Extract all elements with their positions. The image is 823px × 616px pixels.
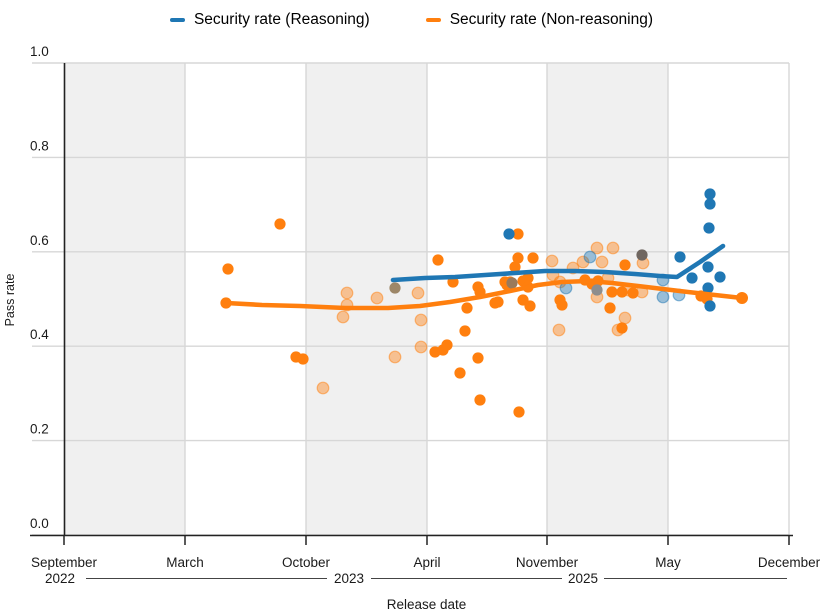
data-point-non-reasoning: [472, 352, 484, 364]
data-point-non-reasoning-muted: [576, 255, 590, 269]
legend-label-reasoning: Security rate (Reasoning): [193, 11, 370, 28]
data-point-non-reasoning-muted: [370, 291, 384, 305]
data-point-non-reasoning-muted: [552, 323, 566, 337]
plot-band: [306, 63, 427, 535]
data-point-non-reasoning: [454, 367, 466, 379]
legend-dash-reasoning-icon: [169, 18, 185, 22]
data-point-reasoning: [714, 271, 726, 283]
data-point-non-reasoning-muted: [606, 241, 620, 255]
data-point-non-reasoning-muted: [411, 286, 425, 300]
data-point-non-reasoning: [512, 228, 524, 240]
data-point-reasoning-muted: [656, 290, 670, 304]
data-point-overlap: [389, 282, 401, 294]
data-point-non-reasoning: [604, 302, 616, 314]
data-point-non-reasoning-muted: [595, 255, 609, 269]
data-point-non-reasoning: [556, 299, 568, 311]
x-tick-label: March: [166, 555, 204, 570]
x-tick-label: October: [282, 555, 331, 570]
legend: Security rate (Reasoning) Security rate …: [0, 11, 823, 29]
y-tick-label: 0.8: [30, 138, 49, 153]
y-tick-label: 0.2: [30, 422, 49, 437]
x-year-label: 2023: [334, 571, 364, 586]
data-point-non-reasoning: [461, 302, 473, 314]
legend-item-reasoning: Security rate (Reasoning): [169, 11, 370, 29]
data-point-non-reasoning: [492, 296, 504, 308]
y-tick-label: 0.6: [30, 233, 49, 248]
data-point-reasoning: [704, 198, 716, 210]
x-year-label: 2025: [568, 571, 598, 586]
data-point-non-reasoning-muted: [414, 340, 428, 354]
data-point-non-reasoning: [606, 286, 618, 298]
data-point-reasoning: [674, 251, 686, 263]
data-point-non-reasoning: [616, 322, 628, 334]
data-point-non-reasoning: [441, 339, 453, 351]
legend-item-non-reasoning: Security rate (Non-reasoning): [425, 11, 654, 29]
x-year-label: 2022: [45, 571, 75, 586]
data-point-non-reasoning: [524, 300, 536, 312]
data-point-non-reasoning: [616, 286, 628, 298]
data-point-reasoning: [704, 300, 716, 312]
trend-line-non-reasoning-end-dot: [736, 292, 748, 304]
data-point-non-reasoning: [432, 254, 444, 266]
data-point-non-reasoning-muted: [414, 313, 428, 327]
data-point-non-reasoning-muted: [545, 254, 559, 268]
data-point-non-reasoning-muted: [618, 311, 632, 325]
x-tick-label: November: [516, 555, 579, 570]
data-point-non-reasoning: [522, 272, 534, 284]
data-point-overlap: [591, 284, 603, 296]
legend-dash-non-reasoning-icon: [425, 18, 441, 22]
plot-band: [64, 63, 185, 535]
data-point-overlap: [636, 249, 648, 261]
x-tick-label: May: [655, 555, 681, 570]
trend-line-non-reasoning: [223, 278, 745, 311]
data-point-non-reasoning-muted: [336, 310, 350, 324]
data-point-non-reasoning: [459, 325, 471, 337]
data-point-non-reasoning: [513, 406, 525, 418]
x-tick-label: April: [413, 555, 440, 570]
y-tick-label: 0.4: [30, 327, 49, 342]
y-tick-label: 0.0: [30, 516, 49, 531]
data-point-non-reasoning-muted: [388, 350, 402, 364]
data-point-reasoning: [686, 272, 698, 284]
x-tick-label: December: [758, 555, 821, 570]
data-point-non-reasoning: [527, 252, 539, 264]
data-point-non-reasoning: [274, 218, 286, 230]
data-point-non-reasoning: [619, 259, 631, 271]
y-axis-title: Pass rate: [3, 273, 17, 327]
plot-band: [547, 63, 668, 535]
data-point-reasoning-muted: [583, 250, 597, 264]
data-point-non-reasoning: [297, 353, 309, 365]
data-point-reasoning: [704, 188, 716, 200]
data-point-non-reasoning-muted: [340, 286, 354, 300]
data-point-reasoning: [503, 228, 515, 240]
data-point-non-reasoning: [474, 394, 486, 406]
data-point-reasoning: [702, 282, 714, 294]
y-tick-label: 1.0: [30, 44, 49, 59]
data-point-non-reasoning-muted: [316, 381, 330, 395]
data-point-non-reasoning: [627, 287, 639, 299]
data-point-non-reasoning: [509, 261, 521, 273]
legend-label-non-reasoning: Security rate (Non-reasoning): [449, 11, 654, 28]
data-point-reasoning: [703, 222, 715, 234]
x-axis-title: Release date: [386, 597, 467, 612]
data-point-reasoning: [702, 261, 714, 273]
data-point-non-reasoning: [512, 252, 524, 264]
data-point-non-reasoning-muted: [590, 241, 604, 255]
x-tick-label: September: [31, 555, 98, 570]
data-point-overlap: [506, 277, 518, 289]
data-point-non-reasoning: [222, 263, 234, 275]
trend-line-reasoning: [390, 243, 726, 283]
